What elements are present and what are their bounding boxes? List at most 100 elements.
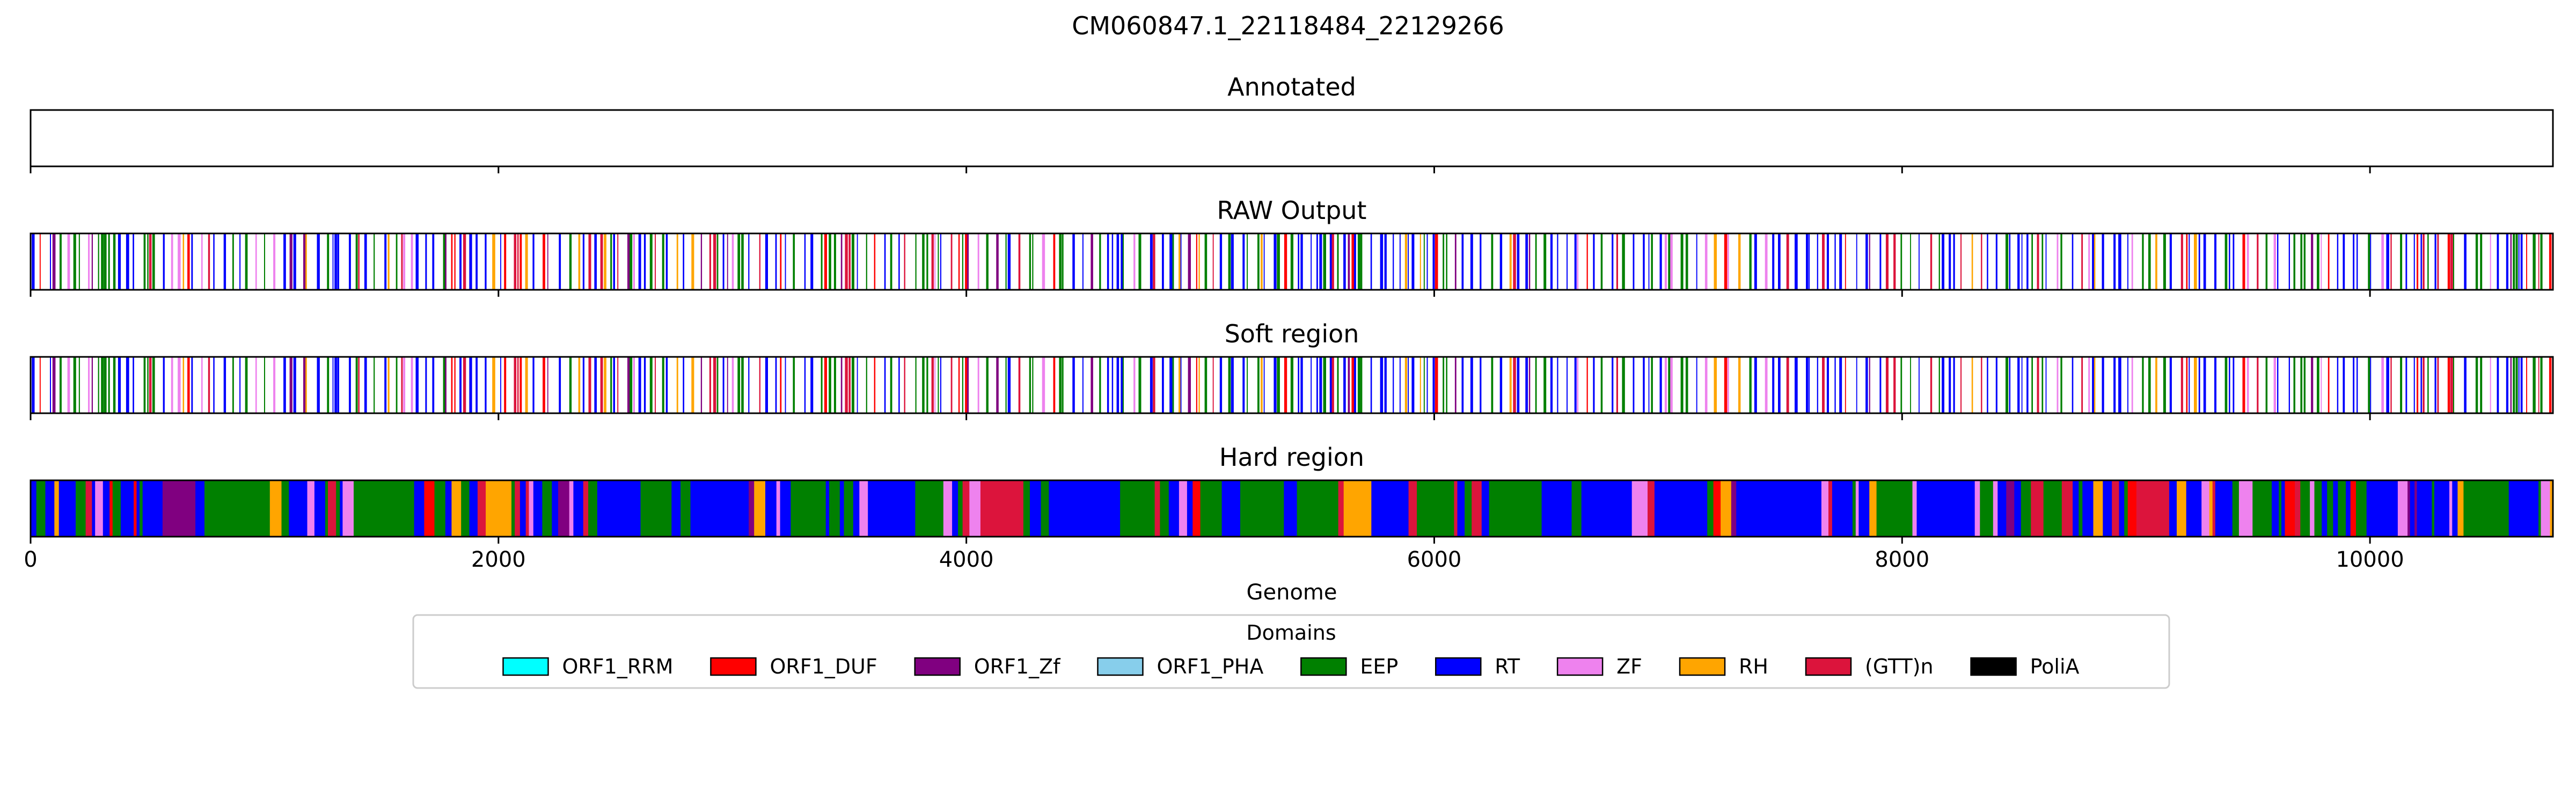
domain-hit xyxy=(2142,357,2144,413)
domain-hit xyxy=(1179,233,1181,290)
domain-region xyxy=(597,480,604,537)
domain-hit xyxy=(2518,233,2520,290)
domain-hit xyxy=(2081,233,2083,290)
domain-region xyxy=(2526,480,2536,537)
domain-region xyxy=(868,480,910,537)
domain-hit xyxy=(2198,357,2200,413)
domain-hit xyxy=(1329,357,1333,413)
domain-hit xyxy=(73,233,76,290)
domain-hit xyxy=(1869,357,1870,413)
domain-hit xyxy=(88,233,90,290)
domain-region xyxy=(1993,480,1998,537)
domain-hit xyxy=(78,357,80,413)
domain-region xyxy=(746,480,749,537)
domain-hit xyxy=(454,357,456,413)
domain-hit xyxy=(1574,233,1577,290)
domain-hit xyxy=(223,233,226,290)
domain-hit xyxy=(2127,233,2128,290)
domain-hit xyxy=(1053,233,1056,290)
domain-region xyxy=(2434,480,2446,537)
domain-hit xyxy=(986,233,989,290)
domain-hit xyxy=(2045,233,2047,290)
domain-hit xyxy=(709,233,711,290)
domain-hit xyxy=(2303,357,2306,413)
domain-hit xyxy=(143,233,146,290)
domain-hit xyxy=(1153,233,1155,290)
domain-hit xyxy=(967,357,969,413)
domain-hit xyxy=(780,233,782,290)
domain-region xyxy=(414,480,425,537)
domain-hit xyxy=(451,233,453,290)
domain-hit xyxy=(1370,233,1372,290)
domain-hit xyxy=(2257,233,2259,290)
domain-region xyxy=(2035,480,2044,537)
domain-region xyxy=(58,480,69,537)
domain-hit xyxy=(655,357,656,413)
domain-hit xyxy=(2214,233,2216,290)
domain-hit xyxy=(39,357,41,413)
domain-region xyxy=(603,480,609,537)
domain-hit xyxy=(765,233,768,290)
domain-hit xyxy=(403,233,406,290)
domain-hit xyxy=(2533,357,2536,413)
domain-hit xyxy=(1839,357,1842,413)
domain-hit xyxy=(355,233,358,290)
panels: Annotated RAW Output Soft region Hard regio… xyxy=(30,72,2554,544)
domain-hit xyxy=(2194,357,2197,413)
panel-frame xyxy=(30,479,2554,538)
domain-hit xyxy=(1274,357,1277,413)
domain-hit xyxy=(1219,357,1223,413)
domain-hit xyxy=(1659,233,1662,290)
domain-hit xyxy=(1423,357,1425,413)
domain-hit xyxy=(101,357,104,413)
domain-hit xyxy=(2006,233,2009,290)
domain-hit xyxy=(73,357,76,413)
domain-hit xyxy=(2518,357,2520,413)
domain-hit xyxy=(2088,233,2090,290)
domain-hit xyxy=(1042,357,1045,413)
domain-hit xyxy=(931,233,934,290)
domain-hit xyxy=(1517,233,1520,290)
domain-region xyxy=(980,480,1024,537)
domain-region xyxy=(2192,480,2200,537)
domain-hit xyxy=(1162,357,1164,413)
domain-region xyxy=(31,480,37,537)
domain-hit xyxy=(469,357,472,413)
domain-hit xyxy=(1393,233,1394,290)
domain-hit xyxy=(349,357,351,413)
domain-hit xyxy=(1509,357,1512,413)
domain-region xyxy=(2169,480,2177,537)
domain-hit xyxy=(1704,357,1708,413)
domain-hit xyxy=(108,233,110,290)
domain-hit xyxy=(1765,233,1768,290)
domain-hit xyxy=(996,357,999,413)
domain-hit xyxy=(851,233,854,290)
domain-region xyxy=(573,480,584,537)
domain-hit xyxy=(2203,357,2206,413)
domain-hit xyxy=(559,357,561,413)
domain-hit xyxy=(1032,357,1034,413)
domain-hit xyxy=(821,357,823,413)
domain-region xyxy=(1465,480,1472,537)
domain-hit xyxy=(691,357,694,413)
domain-region xyxy=(2338,480,2346,537)
domain-region xyxy=(325,480,328,537)
domain-hit xyxy=(578,233,581,290)
domain-hit xyxy=(2464,357,2467,413)
domain-region xyxy=(1214,480,1223,537)
domain-region xyxy=(1408,480,1417,537)
domain-hit xyxy=(938,233,939,290)
domain-region xyxy=(486,480,512,537)
domain-hit xyxy=(915,357,917,413)
domain-hit xyxy=(962,357,963,413)
domain-region xyxy=(583,480,589,537)
domain-hit xyxy=(1942,233,1944,290)
domain-region xyxy=(2124,480,2128,537)
domain-hit xyxy=(264,357,265,413)
domain-hit xyxy=(337,233,339,290)
legend-swatch xyxy=(1435,657,1482,676)
domain-hit xyxy=(1121,233,1123,290)
domain-hit xyxy=(525,233,528,290)
domain-hit xyxy=(2072,233,2074,290)
domain-region xyxy=(1869,480,1877,537)
